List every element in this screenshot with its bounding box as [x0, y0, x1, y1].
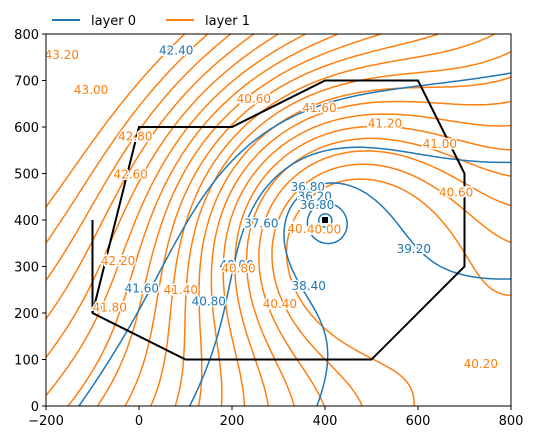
- model-boundary: [91, 79, 466, 361]
- layer-1-contour-line: [222, 113, 511, 406]
- y-tick-label: 0: [31, 400, 39, 415]
- contour-label-layer-1: 40.60: [439, 186, 473, 200]
- contour-label-layer-0: 40.80: [192, 294, 226, 308]
- y-tick-label: 100: [14, 354, 39, 369]
- contour-label-layer-1: 40.80: [221, 261, 255, 275]
- layer-1-contour-line: [46, 34, 255, 320]
- legend: layer 0 layer 1: [52, 14, 250, 29]
- x-axis: −200 0 200 400 600 800: [28, 406, 523, 429]
- y-axis: 0 100 200 300 400 500 600 700 800: [14, 28, 46, 415]
- contour-label-layer-1: 42.20: [101, 254, 135, 268]
- contour-label-layer-1: 41.60: [302, 101, 336, 115]
- x-tick-label: −200: [28, 414, 64, 429]
- well-marker: [322, 217, 328, 223]
- x-tick-label: 800: [499, 414, 524, 429]
- y-tick-label: 700: [14, 75, 39, 90]
- contour-label-layer-1: 42.80: [118, 129, 152, 143]
- x-tick-label: 600: [406, 414, 431, 429]
- y-tick-label: 500: [14, 168, 39, 183]
- contour-label-layer-1: 40.40: [263, 297, 297, 311]
- contour-label-layer-0: 40.00: [219, 258, 253, 272]
- y-tick-label: 600: [14, 121, 39, 136]
- x-tick-label: 200: [220, 414, 245, 429]
- layer-0-contour-line: [189, 146, 511, 406]
- contour-label-layer-0: 36.80: [291, 180, 325, 194]
- contour-label-layer-0: 42.40: [159, 43, 193, 57]
- y-tick-label: 400: [14, 214, 39, 229]
- layer-1-contour-line: [46, 34, 186, 208]
- x-tick-label: 400: [313, 414, 338, 429]
- contour-label-layer-0: 36.80: [300, 198, 334, 212]
- contour-label-layer-1: 41.00: [423, 137, 457, 151]
- y-tick-label: 300: [14, 261, 39, 276]
- contour-label-layer-0: 39.20: [397, 242, 431, 256]
- y-tick-label: 800: [14, 28, 39, 43]
- layer-1-contours: [46, 34, 511, 406]
- layer-1-contour-line: [285, 178, 511, 406]
- contour-label-layer-1: 41.40: [164, 283, 198, 297]
- contour-label-layer-1: 42.60: [113, 167, 147, 181]
- x-tick-label: 0: [135, 414, 143, 429]
- layer-1-contour-line: [234, 125, 511, 406]
- layer-1-contour-line: [174, 51, 511, 406]
- layer-1-contour-line: [96, 34, 382, 406]
- contour-label-layer-1: 40.20: [464, 357, 498, 371]
- layer-0-contour-line: [306, 202, 348, 245]
- contour-label-layer-0: 41.60: [125, 281, 159, 295]
- contour-label-layer-1: 43.00: [74, 83, 108, 97]
- contour-label-layer-1: 40.00: [307, 222, 341, 236]
- contour-label-layer-1: 40.60: [237, 92, 271, 106]
- contour-label-layer-1: 40.40: [287, 222, 321, 236]
- legend-label-layer-1: layer 1: [205, 14, 250, 29]
- y-tick-label: 200: [14, 307, 39, 322]
- layer-1-contour-line: [271, 163, 511, 406]
- contour-label-layer-0: 38.40: [292, 279, 326, 293]
- layer-0-contour-line: [283, 182, 511, 406]
- contour-label-layer-1: 41.80: [93, 300, 127, 314]
- contour-label-layer-0: 37.60: [244, 216, 278, 230]
- layer-1-contour-line: [210, 100, 511, 406]
- boundary-line: [91, 79, 466, 361]
- layer-1-contour-line: [245, 137, 511, 406]
- layer-0-contour-line: [317, 212, 333, 229]
- layer-1-contour-line: [258, 150, 511, 406]
- legend-label-layer-0: layer 0: [91, 14, 136, 29]
- contour-label-layer-1: 43.20: [45, 48, 79, 62]
- layer-1-contour-line: [67, 34, 339, 406]
- contour-label-layer-0: 36.20: [298, 189, 332, 203]
- contour-label-layer-1: 41.20: [368, 116, 402, 130]
- layer-1-contour-line: [46, 34, 209, 244]
